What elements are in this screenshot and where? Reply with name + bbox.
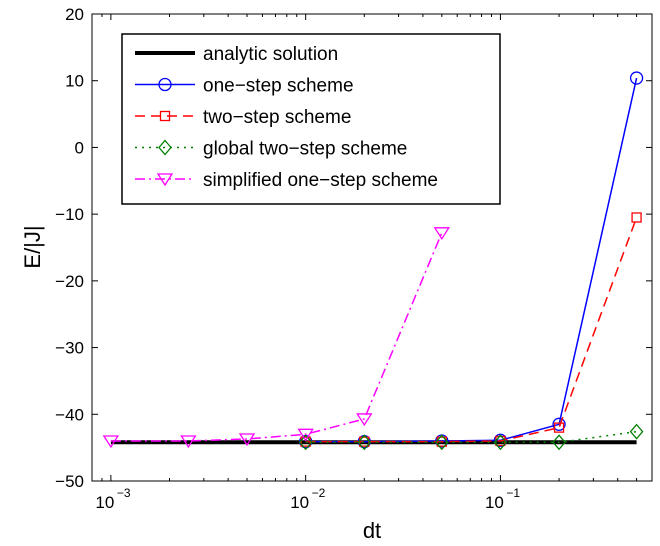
x-tick-exponent: −3 bbox=[117, 486, 131, 500]
data-point bbox=[298, 434, 313, 451]
y-tick-label: 10 bbox=[65, 72, 84, 91]
series-line bbox=[110, 232, 443, 442]
x-tick-label: 10 bbox=[290, 493, 309, 512]
x-tick-exponent: −1 bbox=[506, 486, 520, 500]
series-3 bbox=[298, 423, 644, 451]
data-point bbox=[300, 436, 311, 447]
data-point bbox=[238, 433, 256, 447]
y-tick-label: −10 bbox=[55, 205, 84, 224]
data-point bbox=[180, 435, 197, 449]
plot-frame bbox=[91, 13, 653, 482]
y-tick-label: −50 bbox=[55, 472, 84, 491]
data-point bbox=[102, 435, 120, 449]
data-point bbox=[552, 434, 566, 451]
data-point bbox=[629, 71, 644, 85]
legend-item: one−step scheme bbox=[135, 76, 354, 97]
legend-label: one−step scheme bbox=[203, 76, 354, 97]
series-layer bbox=[102, 71, 644, 451]
data-point bbox=[629, 423, 644, 440]
data-point bbox=[631, 212, 642, 223]
legend-item: simplified one−step scheme bbox=[135, 170, 438, 191]
legend-label: global two−step scheme bbox=[203, 139, 407, 160]
data-point bbox=[553, 422, 565, 433]
x-tick-label: 10 bbox=[485, 493, 504, 512]
data-point bbox=[434, 434, 449, 451]
legend-item: analytic solution bbox=[135, 44, 338, 65]
y-tick-label: −20 bbox=[55, 272, 84, 291]
data-point bbox=[356, 413, 373, 427]
triangle-down-marker bbox=[156, 173, 174, 187]
legend-item: global two−step scheme bbox=[135, 139, 407, 160]
y-tick-label: −30 bbox=[55, 339, 84, 358]
series-line bbox=[305, 430, 637, 444]
y-tick-label: 0 bbox=[75, 138, 84, 157]
data-point bbox=[493, 434, 508, 451]
data-point bbox=[552, 417, 566, 431]
legend-label: two−step scheme bbox=[203, 107, 351, 128]
y-tick-label: −40 bbox=[55, 405, 84, 424]
x-axis-label: dt bbox=[363, 518, 381, 543]
y-tick-label: 20 bbox=[65, 5, 84, 24]
circle-marker bbox=[158, 77, 172, 92]
series-4 bbox=[102, 227, 450, 449]
diamond-marker bbox=[158, 139, 172, 156]
series-line bbox=[305, 217, 638, 443]
data-point bbox=[297, 428, 314, 442]
legend-label: analytic solution bbox=[203, 44, 338, 65]
x-tick-exponent: −2 bbox=[312, 486, 326, 500]
y-axis-label: E/|J| bbox=[20, 225, 45, 268]
legend-label: simplified one−step scheme bbox=[203, 170, 438, 191]
data-point bbox=[357, 434, 372, 451]
legend-item: two−step scheme bbox=[135, 107, 351, 128]
data-point bbox=[433, 227, 450, 241]
x-tick-label: 10 bbox=[95, 493, 114, 512]
legend-box bbox=[121, 33, 501, 205]
square-marker bbox=[159, 110, 171, 122]
legend: analytic solution one−step scheme two−step… bbox=[121, 33, 501, 205]
